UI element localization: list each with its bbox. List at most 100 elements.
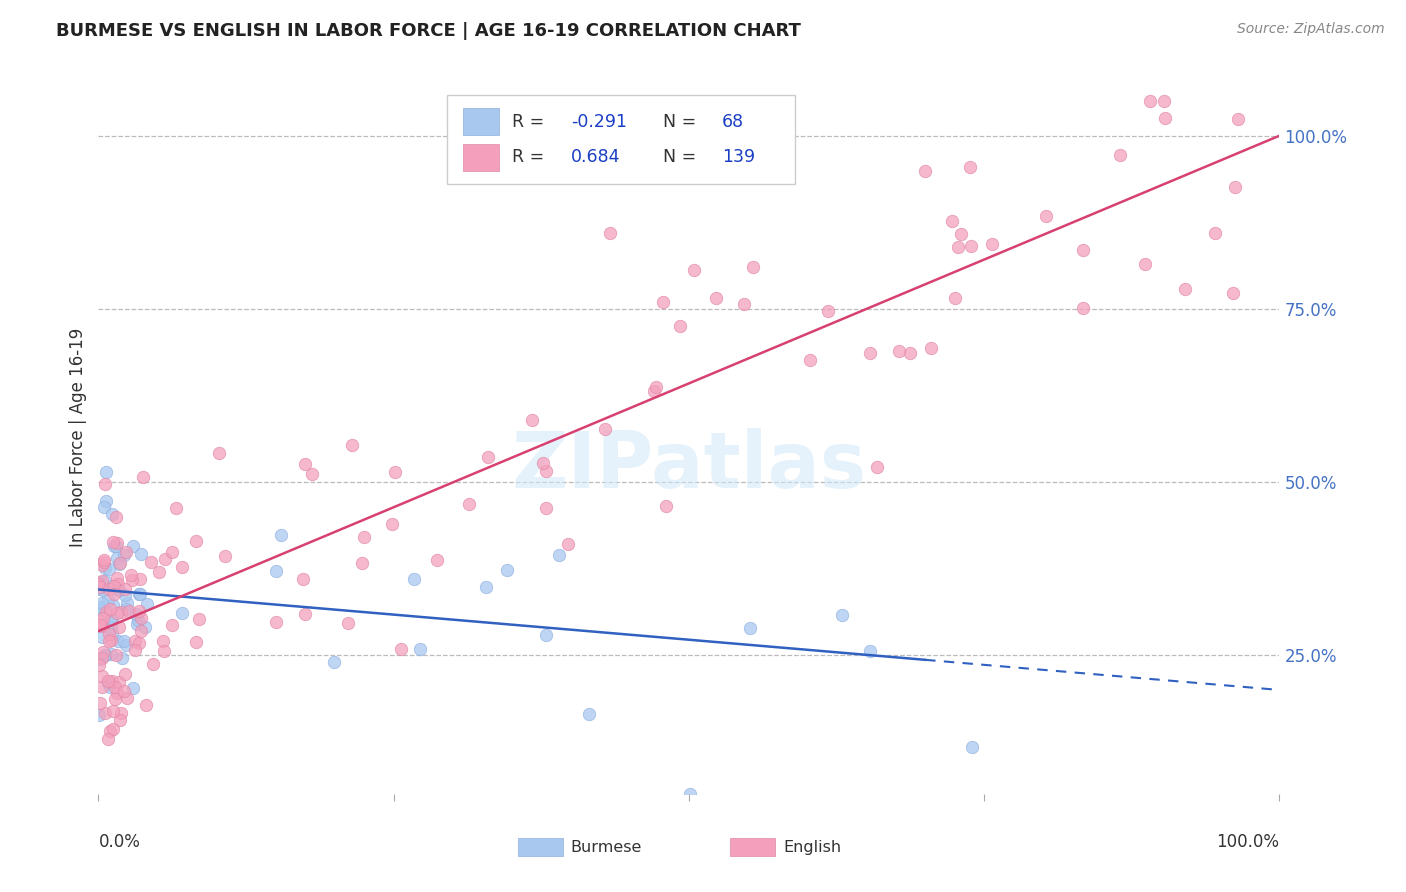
- Point: [108, 619, 131, 633]
- Point: [1071, 243, 1094, 257]
- Point: [645, 380, 668, 394]
- Bar: [464, 108, 499, 136]
- Point: [155, 552, 177, 566]
- Point: [91, 558, 114, 573]
- Point: [121, 539, 143, 553]
- Point: [115, 690, 138, 705]
- Point: [90, 619, 112, 633]
- Point: [353, 530, 375, 544]
- Point: [384, 465, 406, 479]
- Point: [270, 528, 292, 542]
- Point: [172, 606, 194, 620]
- Point: [129, 587, 152, 601]
- Point: [98, 723, 121, 738]
- Point: [89, 602, 111, 616]
- Point: [100, 620, 122, 634]
- Point: [914, 163, 936, 178]
- Point: [704, 291, 727, 305]
- Point: [1133, 256, 1156, 270]
- Point: [94, 648, 117, 663]
- Point: [148, 566, 170, 580]
- Point: [409, 642, 432, 657]
- Point: [323, 655, 346, 669]
- Point: [128, 604, 150, 618]
- Point: [264, 564, 287, 578]
- Bar: [730, 838, 775, 856]
- Point: [118, 604, 141, 618]
- Point: [520, 413, 543, 427]
- Point: [89, 575, 111, 590]
- Text: BURMESE VS ENGLISH IN LABOR FORCE | AGE 16-19 CORRELATION CHART: BURMESE VS ENGLISH IN LABOR FORCE | AGE …: [56, 22, 801, 40]
- Point: [91, 645, 114, 659]
- Point: [129, 547, 152, 561]
- Point: [389, 641, 412, 656]
- Point: [94, 648, 117, 662]
- Point: [920, 341, 942, 355]
- Point: [114, 667, 136, 681]
- Point: [108, 582, 131, 597]
- Point: [98, 627, 121, 641]
- Point: [112, 683, 135, 698]
- Point: [108, 713, 131, 727]
- Point: [105, 571, 128, 585]
- Point: [1139, 94, 1161, 108]
- Point: [101, 534, 124, 549]
- Point: [97, 674, 120, 689]
- Point: [115, 545, 138, 559]
- Point: [336, 615, 359, 630]
- Text: 0.0%: 0.0%: [98, 833, 141, 851]
- Point: [89, 580, 111, 594]
- Point: [949, 227, 972, 242]
- Point: [87, 708, 110, 723]
- Point: [458, 497, 481, 511]
- Text: 0.684: 0.684: [571, 148, 620, 166]
- Point: [152, 633, 174, 648]
- Point: [165, 500, 187, 515]
- Point: [91, 680, 114, 694]
- Point: [94, 706, 117, 721]
- Point: [91, 650, 114, 665]
- Point: [1227, 112, 1250, 126]
- Point: [264, 615, 287, 629]
- Point: [91, 611, 114, 625]
- Point: [121, 681, 143, 695]
- Point: [90, 615, 112, 630]
- Point: [1204, 226, 1226, 240]
- Point: [91, 583, 114, 598]
- Point: [294, 607, 316, 622]
- Text: Source: ZipAtlas.com: Source: ZipAtlas.com: [1237, 22, 1385, 37]
- Point: [127, 617, 149, 632]
- Point: [108, 557, 131, 571]
- Point: [1223, 179, 1246, 194]
- Point: [534, 501, 557, 516]
- Point: [107, 577, 129, 591]
- Point: [959, 239, 981, 253]
- Point: [124, 633, 146, 648]
- Text: N =: N =: [664, 112, 702, 130]
- Point: [135, 698, 157, 713]
- Point: [186, 635, 208, 649]
- Point: [87, 657, 110, 672]
- Text: 100.0%: 100.0%: [1216, 833, 1279, 851]
- Point: [125, 607, 148, 621]
- Point: [651, 294, 673, 309]
- Point: [115, 638, 138, 652]
- Point: [128, 586, 150, 600]
- Point: [112, 633, 135, 648]
- Point: [110, 606, 132, 620]
- Point: [100, 611, 122, 625]
- Point: [100, 647, 122, 661]
- Point: [128, 636, 150, 650]
- Point: [114, 602, 136, 616]
- Point: [536, 628, 558, 642]
- Point: [104, 681, 127, 695]
- Point: [120, 568, 142, 582]
- Point: [105, 551, 128, 566]
- Point: [340, 438, 363, 452]
- Text: ZIPatlas: ZIPatlas: [512, 427, 866, 504]
- Point: [93, 574, 115, 588]
- Point: [733, 296, 755, 310]
- Point: [124, 643, 146, 657]
- Point: [104, 509, 127, 524]
- Point: [101, 578, 124, 592]
